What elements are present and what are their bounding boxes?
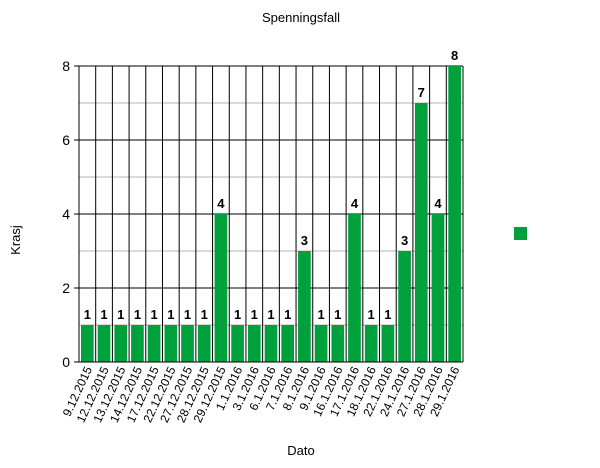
axes xyxy=(74,65,463,363)
data-label: 7 xyxy=(418,85,425,100)
grid xyxy=(78,65,464,363)
data-label: 3 xyxy=(301,233,308,248)
y-tick-label: 4 xyxy=(62,206,70,222)
x-axis-label: Dato xyxy=(287,443,314,458)
data-label: 1 xyxy=(368,307,375,322)
bar xyxy=(97,325,111,362)
data-label: 3 xyxy=(401,233,408,248)
bar xyxy=(298,251,311,362)
data-label: 1 xyxy=(334,307,341,322)
bar xyxy=(448,66,461,362)
chart-title: Spenningsfall xyxy=(262,10,340,25)
bar xyxy=(381,325,395,362)
bar xyxy=(147,325,161,362)
bar xyxy=(131,325,144,362)
bar xyxy=(331,325,345,362)
y-tick-label: 0 xyxy=(62,354,70,370)
data-label: 1 xyxy=(167,307,174,322)
data-label: 1 xyxy=(384,307,391,322)
data-label: 1 xyxy=(117,307,124,322)
data-label: 1 xyxy=(151,307,158,322)
bar xyxy=(114,325,128,362)
bar xyxy=(281,325,295,362)
data-label: 1 xyxy=(251,307,258,322)
data-label: 8 xyxy=(451,48,458,63)
bar xyxy=(81,325,94,362)
y-tick-label: 2 xyxy=(62,280,70,296)
data-label: 4 xyxy=(434,196,442,211)
y-tick-label: 8 xyxy=(62,58,70,74)
data-label: 1 xyxy=(134,307,141,322)
bar xyxy=(231,325,244,362)
data-label: 1 xyxy=(317,307,324,322)
data-label: 1 xyxy=(84,307,91,322)
y-axis-label: Krasj xyxy=(8,225,23,255)
data-label: 1 xyxy=(234,307,241,322)
bar xyxy=(214,214,228,362)
bar xyxy=(398,251,411,362)
bar xyxy=(247,325,261,362)
bar xyxy=(364,325,378,362)
data-label: 1 xyxy=(284,307,291,322)
bar xyxy=(197,325,211,362)
bar xyxy=(264,325,278,362)
bars xyxy=(81,66,461,362)
bar xyxy=(181,325,194,362)
data-label: 1 xyxy=(201,307,208,322)
legend-swatch xyxy=(514,227,527,240)
bar xyxy=(164,325,178,362)
y-tick-label: 6 xyxy=(62,132,70,148)
tick-labels: 9.12.201512.12.201513.12.201514.12.20151… xyxy=(60,58,463,425)
bar xyxy=(431,214,445,362)
data-label: 1 xyxy=(184,307,191,322)
data-label: 1 xyxy=(100,307,107,322)
data-label: 4 xyxy=(351,196,359,211)
bar xyxy=(348,214,361,362)
data-label: 1 xyxy=(267,307,274,322)
bar xyxy=(314,325,328,362)
data-label: 4 xyxy=(217,196,225,211)
bar xyxy=(414,103,428,362)
